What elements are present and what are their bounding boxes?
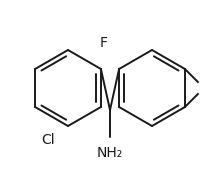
Text: F: F [100, 36, 108, 50]
Text: NH₂: NH₂ [97, 146, 123, 160]
Text: Cl: Cl [41, 133, 55, 147]
